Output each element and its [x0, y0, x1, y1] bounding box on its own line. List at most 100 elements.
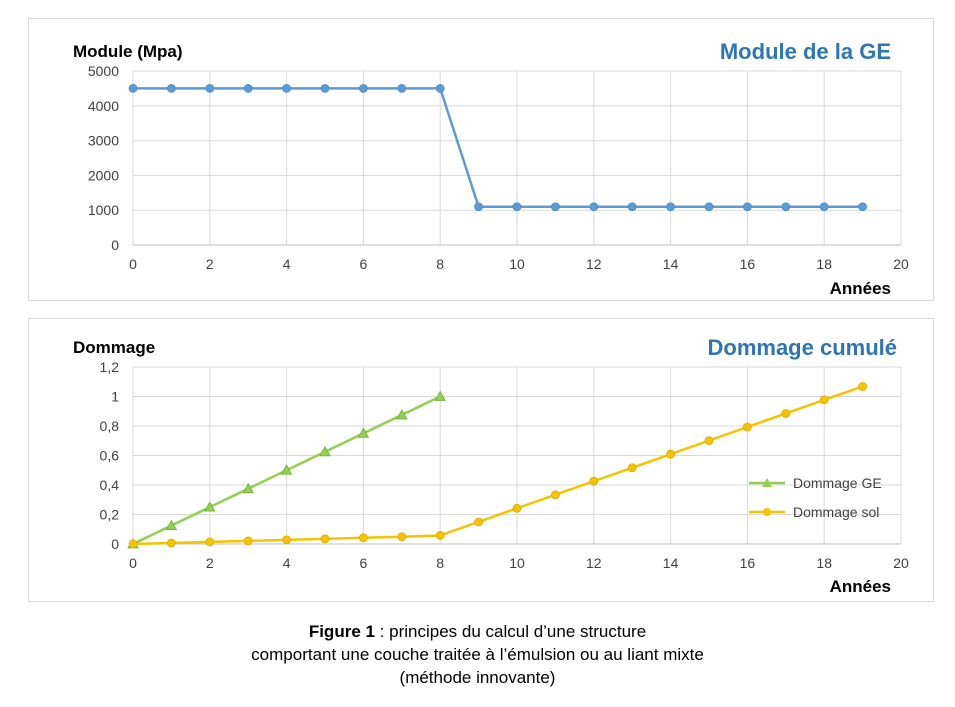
chart-module-panel: 0 1000 2000 3000 4000 5000 0 2 4 6 8 10 12 14 16 18 20 Mo… — [28, 18, 934, 301]
data-point — [166, 84, 176, 93]
data-point — [474, 202, 484, 212]
data-point — [627, 202, 637, 212]
data-point — [512, 503, 522, 513]
data-point — [858, 382, 867, 391]
x-tick-label: 4 — [283, 256, 291, 272]
y-tick-label: 0,8 — [100, 418, 120, 434]
data-point — [743, 202, 752, 212]
chart-title: Dommage cumulé — [708, 335, 898, 360]
data-point-triangle — [280, 464, 293, 475]
caption-line-3: (méthode innovante) — [399, 668, 556, 687]
series-line-2 — [132, 385, 864, 546]
data-point — [551, 490, 560, 500]
data-point — [858, 202, 867, 212]
data-point-triangle — [396, 409, 408, 420]
chart-title: Module de la GE — [720, 39, 891, 64]
data-point — [320, 534, 330, 544]
y-tick-label: 0 — [111, 237, 119, 253]
x-tick-label: 14 — [663, 555, 679, 571]
x-tick-label: 18 — [816, 256, 832, 272]
x-tick-label: 8 — [436, 256, 444, 272]
data-point — [704, 202, 714, 212]
x-tick-label: 6 — [360, 555, 368, 571]
caption-figure-label: Figure 1 — [308, 622, 375, 641]
data-point — [320, 84, 330, 93]
data-point-triangle — [434, 390, 446, 401]
data-point — [819, 395, 829, 405]
data-point-triangle — [165, 519, 178, 530]
x-tick-label: 2 — [206, 256, 214, 272]
data-point — [781, 409, 791, 418]
y-tick-label: 0,2 — [100, 507, 120, 523]
data-point — [205, 84, 215, 93]
x-tick-label: 12 — [586, 256, 602, 272]
x-tick-label: 4 — [283, 555, 291, 571]
figure-caption: Figure 1 : principes du calcul d’une str… — [0, 620, 955, 689]
y-tick-label: 0,6 — [100, 448, 120, 464]
caption-line-1: Figure 1 : principes du calcul d’une str… — [0, 620, 955, 643]
data-point — [666, 449, 675, 459]
x-tick-label: 0 — [129, 256, 137, 272]
y-axis-label: Module (Mpa) — [73, 42, 183, 61]
x-tick-label: 20 — [893, 256, 909, 272]
x-tick-label: 10 — [509, 555, 525, 571]
data-point — [128, 539, 138, 549]
chart-dommage: 0 0,2 0,4 0,6 0,8 1 1,2 0 2 4 6 8 10 12 14 16 18 20 Dommag… — [73, 335, 909, 596]
data-point — [704, 436, 714, 446]
y-tick-label: 2000 — [88, 167, 119, 183]
data-point — [435, 531, 445, 540]
data-point — [282, 84, 292, 93]
x-tick-label: 14 — [663, 256, 679, 272]
data-point-triangle — [242, 482, 254, 494]
caption-text-1: : principes du calcul d’une structure — [374, 622, 647, 641]
data-point — [781, 202, 791, 212]
x-tick-label: 0 — [129, 555, 137, 571]
x-tick-label: 2 — [206, 555, 214, 571]
x-tick-label: 10 — [509, 256, 525, 272]
data-point — [474, 517, 484, 527]
data-point — [397, 532, 407, 542]
x-tick-label: 16 — [740, 555, 756, 571]
legend-marker-triangle — [762, 478, 772, 487]
data-point — [243, 84, 253, 93]
data-point — [819, 202, 829, 212]
data-point-triangle — [204, 501, 216, 512]
data-point — [358, 84, 368, 93]
x-axis-label: Années — [830, 577, 891, 596]
x-tick-label: 12 — [586, 555, 602, 571]
data-point — [128, 84, 138, 93]
data-point — [282, 535, 292, 545]
y-tick-label: 4000 — [88, 98, 119, 114]
legend-label: Dommage GE — [793, 475, 882, 491]
data-point — [743, 422, 752, 432]
data-point — [358, 533, 368, 543]
chart-dommage-panel: 0 0,2 0,4 0,6 0,8 1 1,2 0 2 4 6 8 10 12 14 16 18 20 Dommag… — [28, 318, 934, 602]
y-tick-label: 1000 — [88, 202, 119, 218]
y-tick-label: 0 — [111, 536, 119, 552]
y-tick-label: 3000 — [88, 133, 119, 149]
legend-label: Dommage sol — [793, 504, 879, 520]
data-point — [243, 536, 253, 546]
data-point — [551, 202, 560, 212]
data-point — [589, 202, 599, 212]
x-tick-label: 18 — [816, 555, 832, 571]
data-point — [166, 538, 176, 548]
data-point — [397, 84, 407, 93]
y-axis-label: Dommage — [73, 338, 155, 357]
y-tick-label: 0,4 — [100, 477, 120, 493]
data-point — [205, 537, 215, 547]
caption-line-2: comportant une couche traitée à l’émulsi… — [251, 645, 704, 664]
data-point-triangle — [319, 445, 331, 457]
x-tick-label: 20 — [893, 555, 909, 571]
data-point — [512, 202, 522, 212]
y-tick-label: 5000 — [88, 63, 119, 79]
x-tick-label: 6 — [360, 256, 368, 272]
y-tick-label: 1,2 — [100, 359, 120, 375]
x-axis-label: Années — [830, 279, 891, 298]
y-tick-label: 1 — [111, 389, 119, 405]
x-tick-label: 8 — [436, 555, 444, 571]
data-point — [627, 463, 637, 473]
data-point — [666, 202, 675, 212]
series-line-1 — [133, 87, 863, 208]
data-point — [435, 84, 445, 93]
